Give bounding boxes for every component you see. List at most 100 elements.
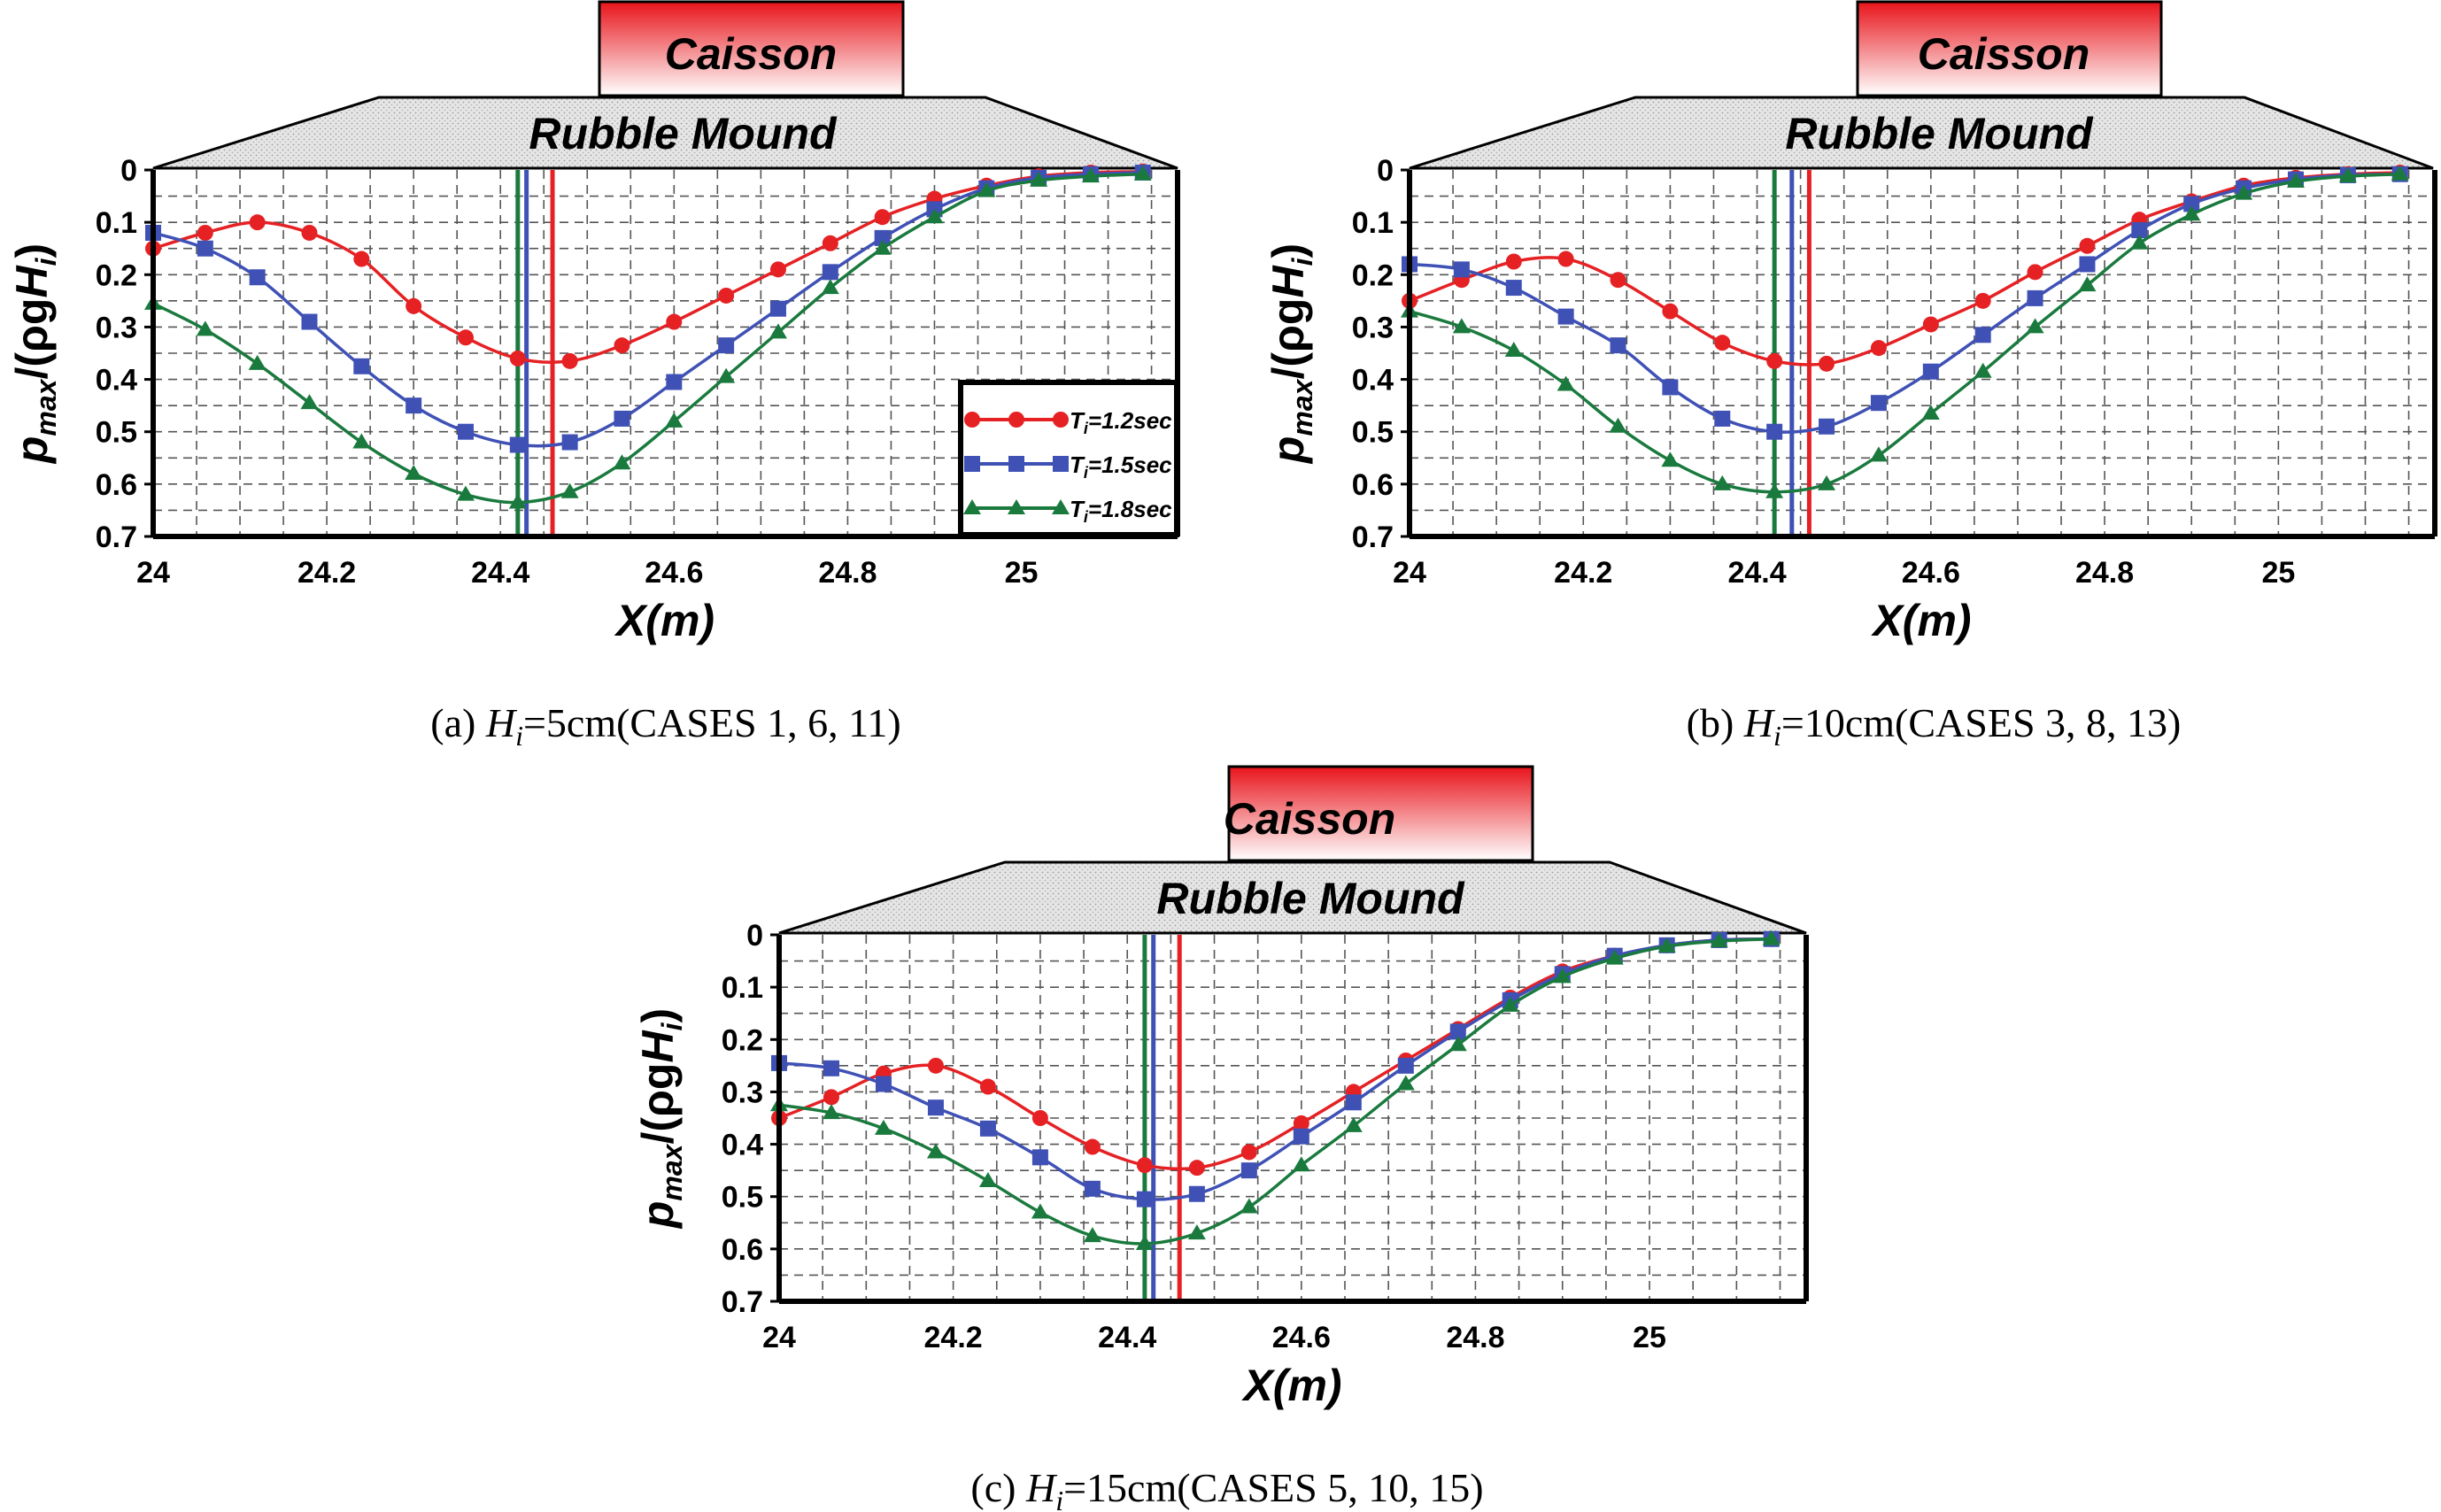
data-point-t12	[1557, 251, 1574, 267]
data-point-t18	[1187, 1224, 1206, 1240]
y-tick-label: 0.3	[96, 311, 137, 344]
data-point-t12	[1610, 272, 1626, 289]
data-point-t15	[1974, 327, 1991, 343]
panel-caption: (b) Hi=10cm(CASES 3, 8, 13)	[1687, 700, 2182, 752]
data-point-t18	[1240, 1198, 1258, 1214]
data-point-t12	[509, 350, 526, 366]
data-point-t12	[2027, 264, 2043, 281]
y-tick-label: 0.7	[722, 1285, 763, 1319]
data-point-t18	[1557, 375, 1575, 391]
data-point-t18	[1344, 1116, 1363, 1132]
y-tick-label: 0.6	[722, 1233, 763, 1267]
data-point-t12	[1922, 316, 1939, 333]
data-point-t12	[1819, 355, 1835, 372]
data-point-t15	[979, 1120, 996, 1137]
data-point-t18	[248, 354, 267, 370]
data-point-t18	[2026, 318, 2044, 334]
y-tick-label: 0.1	[1352, 206, 1394, 240]
data-point-t15	[1557, 308, 1574, 325]
legend-marker-t18	[963, 499, 981, 514]
data-point-t15	[2027, 289, 2043, 306]
data-point-t18	[1135, 1234, 1154, 1250]
data-point-t15	[1662, 379, 1679, 396]
data-point-t18	[560, 482, 579, 498]
data-point-t12	[614, 337, 630, 354]
data-point-t18	[1713, 474, 1732, 490]
data-point-t12	[406, 297, 422, 314]
data-point-t18	[978, 1171, 997, 1187]
y-tick-label: 0.6	[1352, 468, 1394, 502]
y-tick-label: 0.2	[722, 1023, 763, 1057]
panel-caption: (a) Hi=5cm(CASES 1, 6, 11)	[430, 700, 900, 752]
caisson-label: Caisson	[665, 29, 838, 79]
data-point-t12	[1136, 1157, 1153, 1174]
data-point-t18	[2235, 184, 2253, 200]
y-axis-label: pmax/(ρgHi)	[1263, 243, 1318, 465]
data-point-t12	[1293, 1115, 1309, 1131]
y-tick-label: 0	[746, 919, 763, 953]
legend-label-t18: Ti=1.8sec	[1070, 496, 1172, 526]
data-point-t12	[1766, 352, 1783, 369]
data-point-t15	[666, 374, 683, 390]
data-point-t18	[1974, 362, 1992, 378]
legend-item-t12: Ti=1.2sec	[964, 407, 1172, 437]
series-line-t12	[778, 937, 1772, 1171]
legend: Ti=1.2sec Ti=1.5sec Ti=1.8sec	[958, 380, 1179, 537]
legend-marker-t12	[1008, 412, 1024, 428]
panel-a: Caisson Rubble Mound 0 0.1 0.2 0.3 0.4 0.5 0.6…	[7, 0, 1180, 752]
data-point-t18	[874, 1119, 892, 1135]
mound-label: Rubble Mound	[529, 109, 838, 158]
y-tick-label: 0.2	[96, 258, 137, 292]
data-point-t18	[926, 1143, 945, 1159]
data-point-t18	[1396, 1075, 1415, 1091]
data-point-t18	[2182, 205, 2201, 221]
series-t15	[1402, 166, 2408, 440]
data-point-t12	[874, 209, 891, 226]
x-tick-label: 24.8	[1446, 1321, 1504, 1354]
x-tick-label: 24.2	[924, 1321, 983, 1354]
legend-item-t15: Ti=1.5sec	[964, 451, 1172, 482]
data-point-t18	[1031, 1203, 1049, 1219]
data-point-t12	[1240, 1144, 1257, 1161]
plot-b: 0 0.1 0.2 0.3 0.4 0.5 0.6 0.724 24.2 24.4 24.6 24.8…	[1263, 154, 2437, 645]
x-axis-label: X(m)	[1240, 1361, 1341, 1410]
data-point-t18	[613, 454, 631, 470]
data-point-t12	[197, 224, 213, 241]
data-point-t15	[353, 358, 370, 374]
mound-label: Rubble Mound	[1785, 109, 2094, 158]
data-point-t18	[405, 465, 423, 481]
data-point-t15	[301, 313, 318, 330]
y-tick-label: 0.1	[96, 206, 137, 240]
caisson-box	[1856, 0, 2163, 97]
x-tick-label: 24.4	[1727, 556, 1786, 590]
grid	[1410, 170, 2435, 536]
data-point-t12	[822, 235, 838, 251]
data-point-t15	[1084, 1180, 1101, 1197]
data-point-t12	[561, 352, 578, 369]
data-point-t15	[718, 337, 735, 354]
data-point-t15	[1345, 1094, 1362, 1111]
y-tick-label: 0.5	[96, 416, 137, 450]
data-point-t15	[249, 269, 266, 286]
data-point-t15	[1819, 418, 1835, 435]
y-tick-label: 0.3	[1352, 311, 1394, 344]
data-point-t18	[508, 493, 527, 509]
y-tick-label: 0.4	[96, 364, 137, 397]
data-point-t12	[979, 1078, 996, 1095]
data-point-t18	[2391, 165, 2409, 181]
x-tick-label: 24.8	[2075, 556, 2134, 590]
series-line-t15	[1409, 172, 2400, 434]
legend-marker-t18	[1052, 499, 1070, 514]
data-point-t15	[874, 229, 891, 246]
series-t18	[144, 165, 1152, 509]
x-tick-label: 24.6	[1272, 1321, 1331, 1354]
y-tick-label: 0.7	[96, 521, 137, 554]
data-point-t15	[1870, 395, 1887, 412]
legend-label-t12: Ti=1.2sec	[1070, 407, 1172, 437]
y-tick-label: 0	[1377, 154, 1394, 188]
data-point-t18	[1921, 405, 1940, 420]
grid	[153, 170, 1178, 536]
data-point-t18	[873, 239, 892, 255]
data-point-t12	[927, 1057, 944, 1074]
data-point-t18	[1818, 474, 1836, 490]
